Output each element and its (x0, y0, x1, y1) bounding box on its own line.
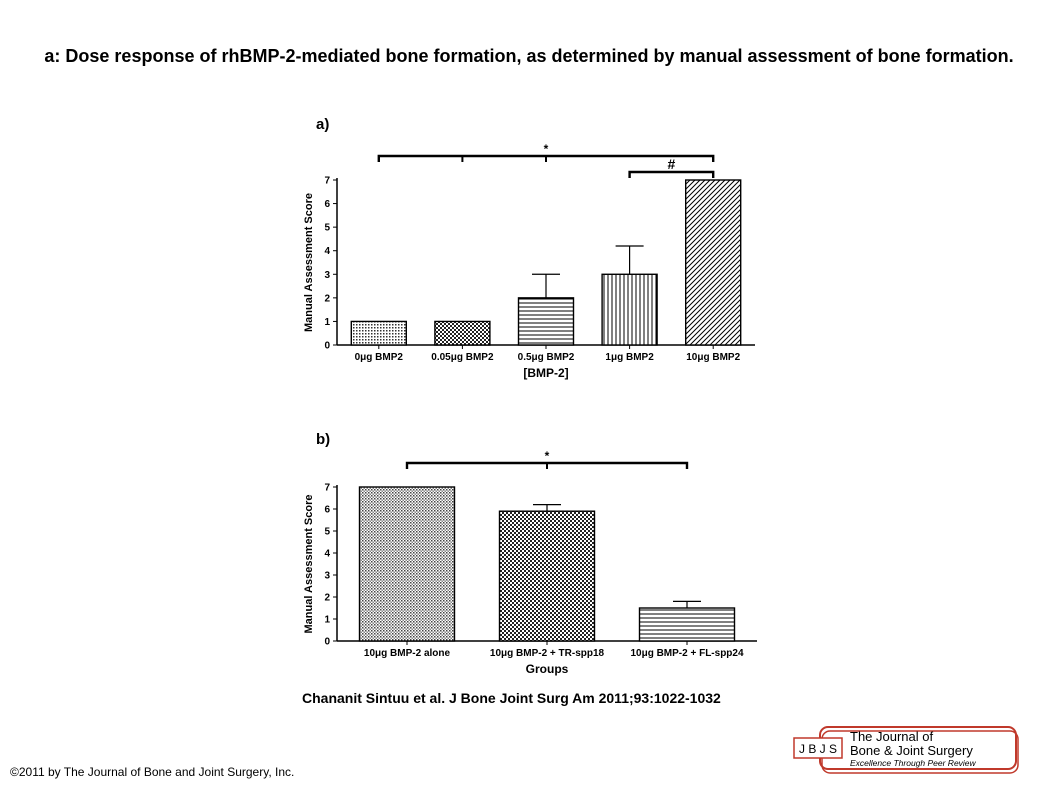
x-tick-label: 0.5μg BMP2 (518, 352, 575, 363)
logo-tagline: Excellence Through Peer Review (850, 758, 977, 768)
bar (638, 607, 736, 642)
y-tick-label: 6 (324, 505, 330, 516)
y-tick-label: 3 (324, 270, 330, 281)
significance-symbol: # (668, 156, 676, 172)
y-tick-label: 0 (324, 341, 330, 352)
x-tick-label: 0.05μg BMP2 (431, 352, 494, 363)
logo-line2: Bone & Joint Surgery (850, 743, 973, 758)
y-tick-label: 2 (324, 293, 330, 304)
bar-chart-a: a) Manual Assessment Score 0 1 2 3 4 5 6 7 0μg BMP… (303, 116, 755, 380)
x-tick-label: 1μg BMP2 (605, 352, 654, 363)
slide-title: a: Dose response of rhBMP-2-mediated bon… (44, 46, 1014, 66)
bar (517, 297, 575, 346)
y-tick-label: 0 (324, 637, 330, 648)
logo-abbrev: J B J S (799, 742, 837, 756)
bar-chart-b: b) Manual Assessment Score 0 1 2 3 4 5 6 7 10μg BM… (303, 431, 757, 676)
bar (601, 273, 658, 346)
bar (498, 510, 596, 642)
y-tick-label: 4 (324, 549, 330, 560)
y-tick-label: 3 (324, 571, 330, 582)
logo-line1: The Journal of (850, 729, 933, 744)
x-tick-label: 10μg BMP2 (686, 352, 740, 363)
y-tick-label: 1 (324, 615, 330, 626)
x-tick-label: 10μg BMP-2 + TR-spp18 (490, 648, 605, 659)
bar (350, 320, 407, 346)
y-tick-label: 7 (324, 483, 330, 494)
citation: Chananit Sintuu et al. J Bone Joint Surg… (302, 690, 721, 706)
y-tick-label: 1 (324, 317, 330, 328)
significance-symbol: * (545, 449, 550, 463)
y-tick-label: 7 (324, 176, 330, 187)
x-tick-label: 10μg BMP-2 alone (364, 648, 451, 659)
x-tick-label: 0μg BMP2 (355, 352, 404, 363)
significance-bracket (628, 170, 715, 178)
y-axis-label: Manual Assessment Score (303, 495, 315, 634)
x-tick-label: 10μg BMP-2 + FL-spp24 (630, 648, 744, 659)
bar (358, 486, 456, 642)
y-tick-label: 5 (324, 527, 330, 538)
copyright-notice: ©2011 by The Journal of Bone and Joint S… (10, 765, 295, 779)
x-axis-label: [BMP-2] (523, 366, 568, 380)
y-tick-label: 6 (324, 199, 330, 210)
bar (685, 179, 742, 346)
y-tick-label: 5 (324, 223, 330, 234)
x-axis-label: Groups (526, 662, 569, 676)
jbjs-logo: J B J S The Journal of Bone & Joint Surg… (793, 726, 1019, 774)
bar (434, 320, 491, 346)
y-tick-label: 2 (324, 593, 330, 604)
panel-label: b) (316, 431, 330, 448)
panel-label: a) (316, 116, 329, 133)
significance-symbol: * (544, 142, 549, 156)
y-tick-label: 4 (324, 246, 330, 257)
y-axis-label: Manual Assessment Score (303, 193, 315, 332)
